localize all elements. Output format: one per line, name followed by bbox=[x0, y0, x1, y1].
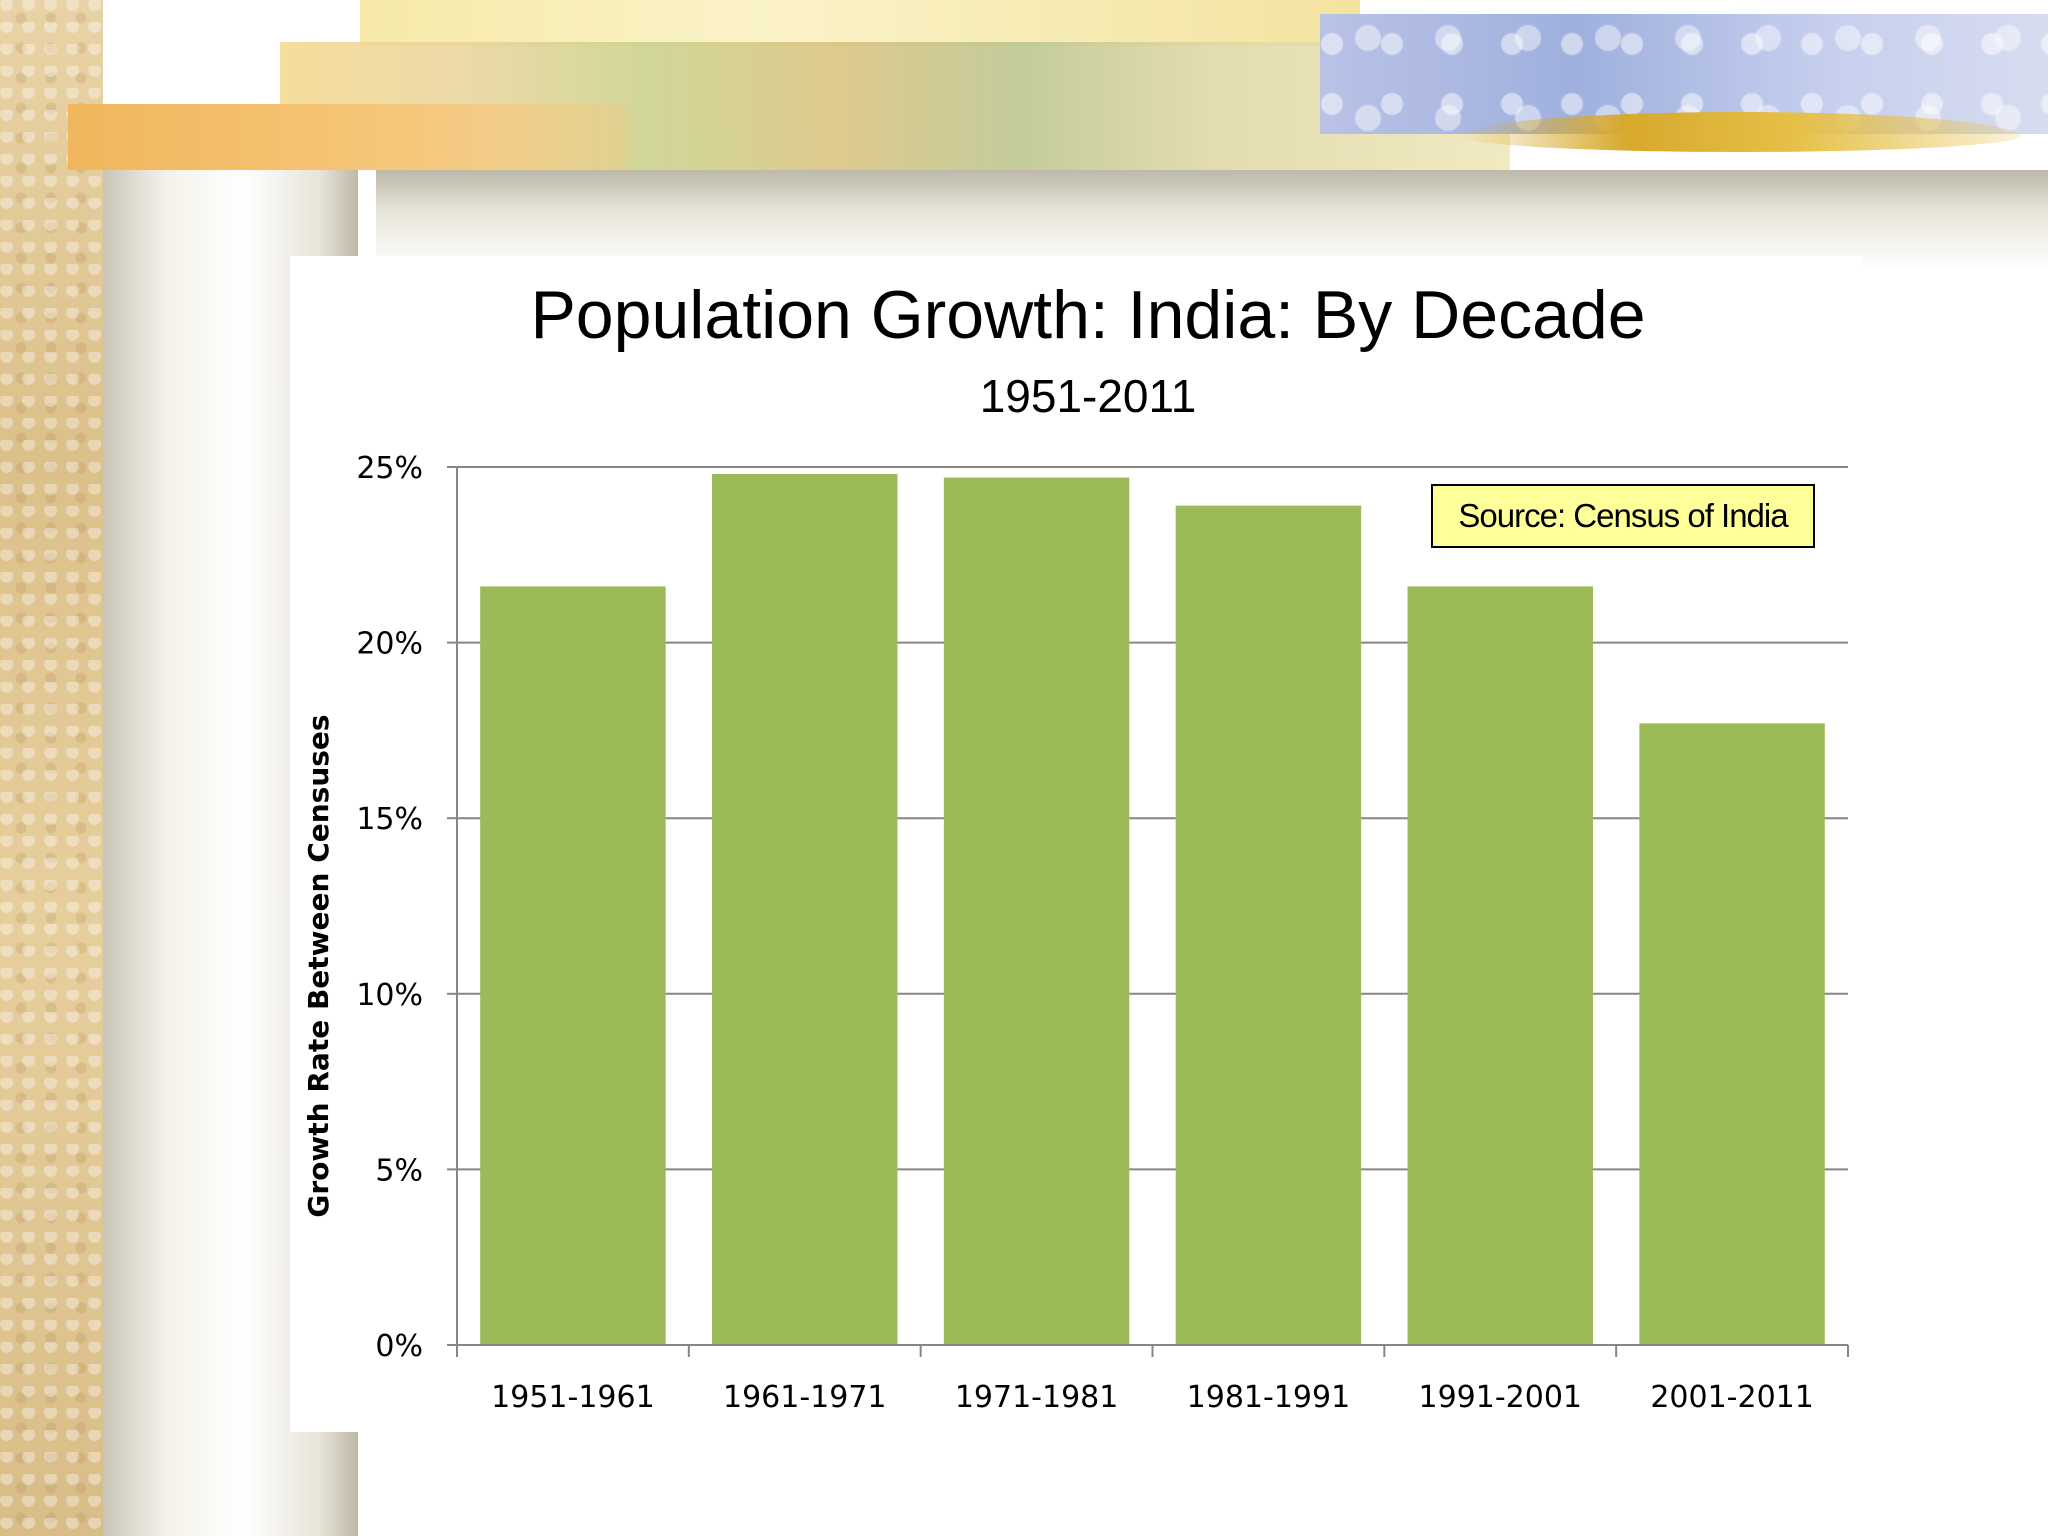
wheat-decoration bbox=[1460, 112, 2020, 152]
chart-subtitle: 1951-2011 bbox=[980, 370, 1197, 422]
y-tick-label: 10% bbox=[356, 978, 423, 1013]
bar-chart: Population Growth: India: By Decade 1951… bbox=[302, 277, 1849, 1415]
x-tick-label: 1991-2001 bbox=[1418, 1380, 1582, 1415]
bars bbox=[480, 474, 1825, 1345]
chart-title: Population Growth: India: By Decade bbox=[530, 277, 1645, 353]
y-tick-label: 0% bbox=[375, 1329, 423, 1364]
bar bbox=[1175, 505, 1362, 1345]
orange-strip-decoration bbox=[68, 104, 628, 170]
axes bbox=[447, 466, 1849, 1357]
y-tick-label: 5% bbox=[375, 1153, 423, 1188]
gridlines bbox=[457, 466, 1848, 1171]
x-tick-label: 1961-1971 bbox=[723, 1380, 887, 1415]
parchment-texture-left bbox=[0, 0, 103, 1536]
y-axis-title: Growth Rate Between Censuses bbox=[302, 714, 335, 1217]
shelf-shadow-decoration bbox=[376, 170, 2048, 270]
banner-top-decoration bbox=[360, 0, 1360, 46]
y-tick-label: 20% bbox=[356, 627, 423, 662]
bar bbox=[712, 474, 898, 1345]
bar bbox=[1407, 586, 1593, 1345]
y-tick-label: 15% bbox=[356, 802, 423, 837]
source-annotation: Source: Census of India bbox=[1431, 484, 1815, 548]
bar bbox=[943, 477, 1130, 1345]
y-tick-label: 25% bbox=[356, 451, 423, 486]
x-tick-label: 1981-1991 bbox=[1187, 1380, 1351, 1415]
bar bbox=[1639, 723, 1825, 1345]
x-tick-label: 1951-1961 bbox=[491, 1380, 655, 1415]
chart-card: Population Growth: India: By Decade 1951… bbox=[290, 256, 1862, 1432]
x-tick-label: 2001-2011 bbox=[1650, 1380, 1814, 1415]
x-tick-label: 1971-1981 bbox=[955, 1380, 1119, 1415]
bar bbox=[480, 586, 666, 1345]
tick-labels: 0% 5% 10% 15% 20% 25% 1951-1961 1961-1971 1971-1… bbox=[356, 451, 1814, 1415]
